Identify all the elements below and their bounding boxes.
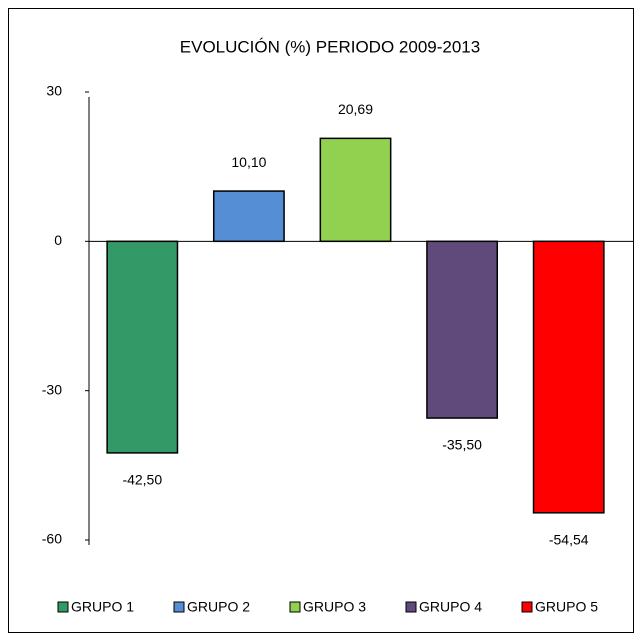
- legend-swatch: [57, 601, 69, 613]
- value-label: -35,50: [442, 437, 482, 453]
- y-tick-label: 30: [46, 83, 62, 99]
- legend-swatch: [521, 601, 533, 613]
- bar: [106, 240, 179, 454]
- legend-swatch: [173, 601, 185, 613]
- legend-label: GRUPO 5: [535, 599, 598, 615]
- y-tick-label: -30: [42, 381, 62, 397]
- bar: [426, 240, 499, 419]
- value-label: 10,10: [231, 154, 266, 170]
- legend-label: GRUPO 3: [303, 599, 366, 615]
- value-label: -54,54: [549, 532, 589, 548]
- value-label: -42,50: [122, 472, 162, 488]
- chart-title: EVOLUCIÓN (%) PERIODO 2009-2013: [180, 37, 480, 56]
- y-tick-label: 0: [54, 232, 62, 248]
- legend-label: GRUPO 4: [419, 599, 482, 615]
- legend-label: GRUPO 1: [71, 599, 134, 615]
- legend-swatch: [289, 601, 301, 613]
- bar: [532, 240, 605, 514]
- y-tick-label: -60: [42, 531, 62, 547]
- bar: [319, 137, 392, 243]
- value-label: 20,69: [338, 101, 373, 117]
- legend-label: GRUPO 2: [187, 599, 250, 615]
- bar: [212, 190, 285, 243]
- legend-swatch: [405, 601, 417, 613]
